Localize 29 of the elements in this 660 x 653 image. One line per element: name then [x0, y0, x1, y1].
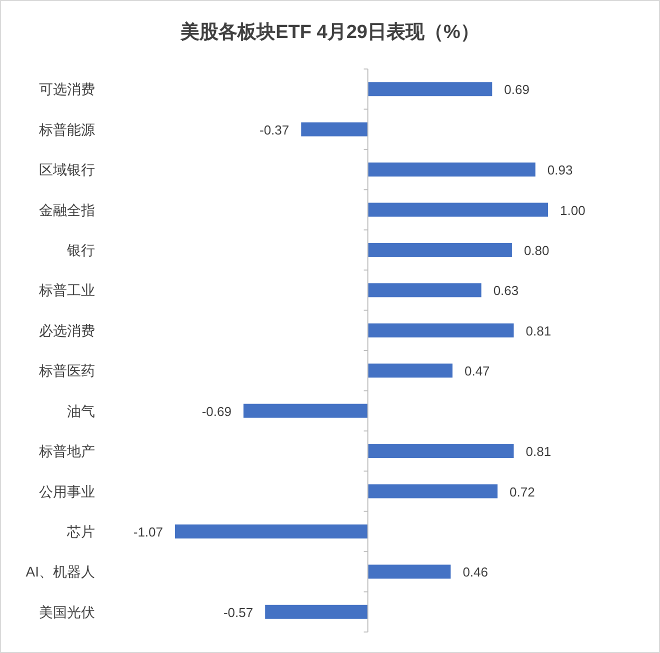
data-label: -0.57	[223, 604, 254, 620]
y-tick-label: 公用事业	[39, 483, 95, 500]
data-label: 0.80	[524, 242, 550, 258]
data-label: 0.69	[504, 82, 530, 98]
y-tick-label: 芯片	[66, 523, 95, 540]
y-tick-label: 标普工业	[38, 282, 95, 298]
data-label: -1.07	[133, 524, 163, 540]
data-label: -0.37	[259, 122, 290, 138]
data-label: -0.69	[202, 404, 232, 419]
data-label: 0.81	[526, 444, 552, 460]
y-tick-label: 必选消费	[39, 322, 95, 338]
y-tick-label: 油气	[67, 402, 95, 419]
y-tick-label: AI、机器人	[26, 564, 95, 580]
chart-title: 美股各板块ETF 4月29日表现（%）	[180, 21, 480, 43]
data-label: 0.93	[547, 162, 573, 178]
y-tick-label: 标普地产	[38, 443, 95, 460]
y-tick-label: 标普医药	[38, 362, 95, 379]
data-label: 1.00	[560, 202, 586, 218]
y-tick-label: 可选消费	[39, 81, 95, 98]
y-tick-label: 标普能源	[38, 121, 95, 138]
y-tick-label: 区域银行	[39, 162, 95, 178]
y-tick-label: 银行	[66, 242, 95, 258]
y-tick-label: 金融全指	[39, 202, 95, 218]
y-tick-label: 美国光伏	[39, 604, 95, 620]
data-label: 0.46	[462, 564, 488, 580]
data-label: 0.81	[526, 323, 552, 338]
data-label: 0.63	[493, 283, 519, 298]
data-label: 0.72	[510, 484, 535, 500]
data-label: 0.47	[464, 364, 490, 379]
